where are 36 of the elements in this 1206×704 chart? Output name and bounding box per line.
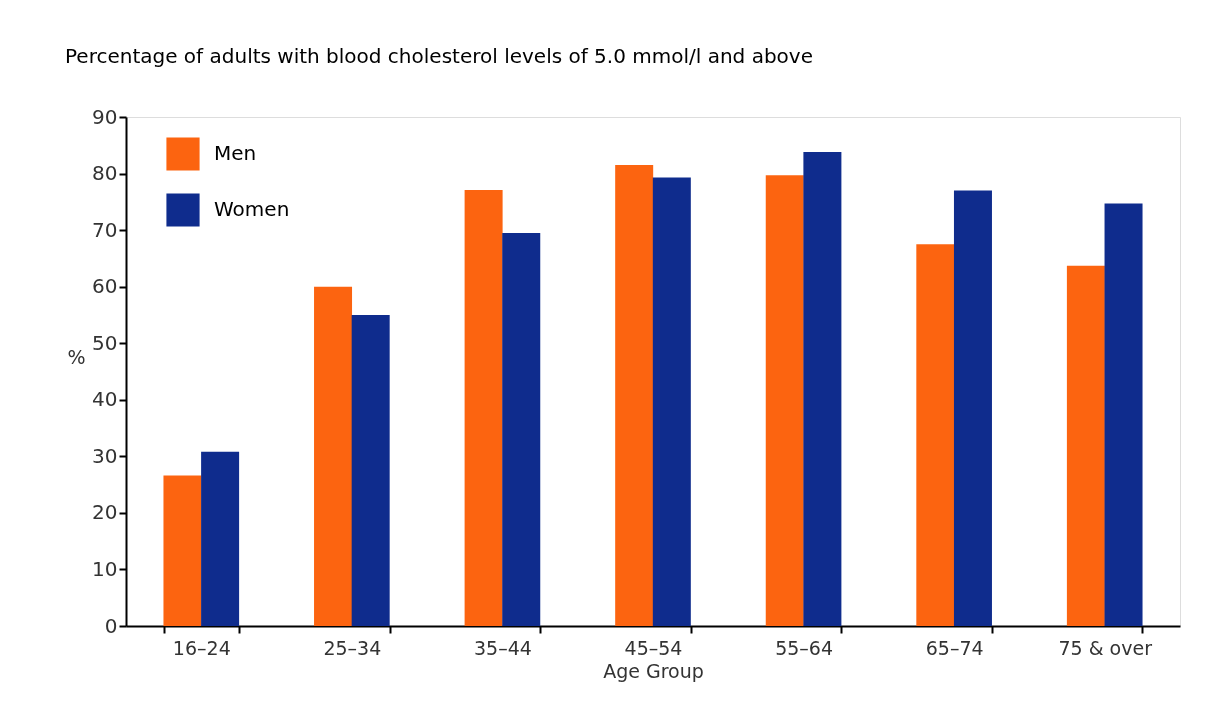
- bar: [163, 475, 202, 626]
- chart-title: Percentage of adults with blood cholesterol levels of 5.0 mmol/l and above: [65, 44, 813, 68]
- y-axis-title: %: [67, 345, 86, 368]
- y-tick-label: 30: [92, 443, 118, 468]
- bar: [201, 451, 240, 626]
- bar: [652, 177, 691, 626]
- bar: [314, 286, 353, 626]
- bar: [953, 190, 992, 626]
- bar: [1066, 265, 1105, 626]
- x-tick-label: 75 & over: [1058, 636, 1153, 659]
- bar: [502, 232, 541, 626]
- x-tick-label: 45–54: [624, 636, 683, 659]
- bar: [916, 244, 955, 626]
- legend-label: Men: [214, 141, 257, 165]
- bar: [803, 152, 842, 626]
- x-tick-label: 35–44: [474, 636, 532, 659]
- bar: [1104, 203, 1143, 626]
- x-tick-label: 16–24: [172, 636, 231, 659]
- y-tick-label: 0: [104, 613, 118, 638]
- y-tick-label: 80: [92, 161, 118, 186]
- x-tick-label: 25–34: [323, 636, 382, 659]
- y-tick-label: 50: [92, 330, 118, 355]
- y-tick-label: 90: [92, 104, 118, 129]
- y-tick-label: 60: [92, 274, 118, 299]
- y-tick-label: 40: [92, 387, 118, 412]
- bar: [351, 314, 390, 626]
- y-tick-label: 70: [92, 217, 118, 242]
- bar: [765, 175, 804, 626]
- y-tick-label: 20: [92, 500, 118, 525]
- bar: [615, 165, 654, 626]
- legend-label: Women: [214, 197, 290, 221]
- x-tick-label: 55–64: [775, 636, 833, 659]
- y-tick-label: 10: [92, 556, 118, 581]
- x-axis-title: Age Group: [603, 659, 704, 682]
- bar: [464, 189, 503, 626]
- x-tick-label: 65–74: [925, 636, 984, 659]
